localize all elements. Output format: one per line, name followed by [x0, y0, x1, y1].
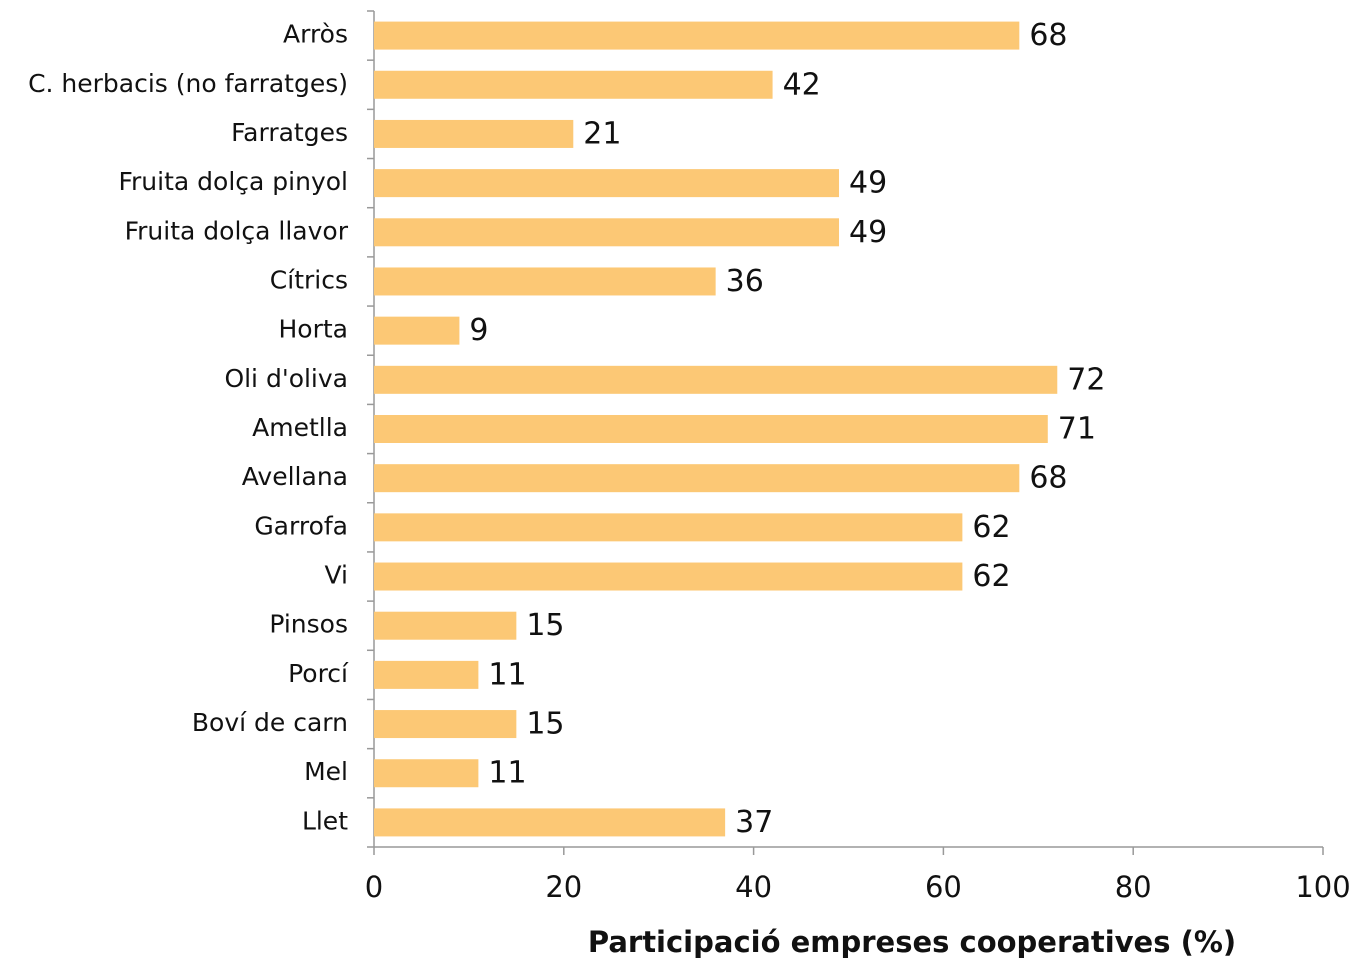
value-label: 68	[1029, 18, 1067, 53]
category-label: Horta	[279, 315, 349, 344]
bar	[374, 660, 479, 689]
x-tick-label: 80	[1115, 870, 1152, 904]
value-label: 49	[849, 215, 887, 250]
value-label: 36	[726, 264, 764, 299]
bar	[374, 513, 963, 542]
value-label: 68	[1029, 461, 1067, 496]
bar	[374, 759, 479, 788]
value-label: 11	[488, 756, 526, 791]
value-label: 62	[972, 559, 1010, 594]
bar	[374, 464, 1020, 493]
category-label: Llet	[302, 806, 348, 835]
bar	[374, 710, 517, 739]
category-label: C. herbacis (no farratges)	[28, 69, 348, 98]
value-label: 71	[1058, 412, 1096, 447]
value-label: 15	[526, 707, 564, 742]
value-label: 15	[526, 608, 564, 643]
category-label: Porcí	[288, 659, 349, 688]
value-label: 37	[735, 805, 773, 840]
bar	[374, 21, 1020, 50]
category-label: Mel	[304, 757, 348, 786]
bar	[374, 70, 773, 99]
category-label: Avellana	[242, 462, 348, 491]
bar	[374, 316, 460, 345]
category-label: Fruita dolça llavor	[125, 216, 349, 245]
category-label: Boví de carn	[192, 708, 348, 737]
value-label: 42	[783, 67, 821, 102]
bar	[374, 415, 1048, 443]
category-label: Vi	[325, 561, 349, 590]
category-label: Fruita dolça pinyol	[118, 167, 348, 196]
bar	[374, 365, 1058, 394]
value-label: 62	[972, 510, 1010, 545]
category-label: Arròs	[283, 20, 348, 49]
value-label: 72	[1067, 362, 1105, 397]
bar	[374, 119, 574, 148]
bar	[374, 562, 963, 591]
value-label: 21	[583, 116, 621, 151]
x-tick-label: 100	[1295, 870, 1350, 904]
category-label: Cítrics	[270, 265, 348, 294]
x-tick-label: 60	[925, 870, 962, 904]
bar	[374, 611, 517, 640]
value-label: 11	[488, 657, 526, 692]
x-tick-label: 40	[735, 870, 772, 904]
bar	[374, 169, 840, 198]
value-label: 9	[469, 313, 488, 348]
category-label: Ametlla	[252, 413, 348, 442]
category-label: Farratges	[231, 118, 348, 147]
category-label: Oli d'oliva	[224, 364, 348, 393]
bar	[374, 267, 716, 296]
x-tick-label: 0	[365, 870, 383, 904]
x-axis-title: Participació empreses cooperatives (%)	[588, 925, 1236, 959]
category-label: Pinsos	[269, 610, 348, 639]
category-label: Garrofa	[254, 511, 348, 540]
bar	[374, 808, 726, 837]
x-tick-label: 20	[545, 870, 582, 904]
bar	[374, 218, 840, 247]
value-label: 49	[849, 166, 887, 201]
